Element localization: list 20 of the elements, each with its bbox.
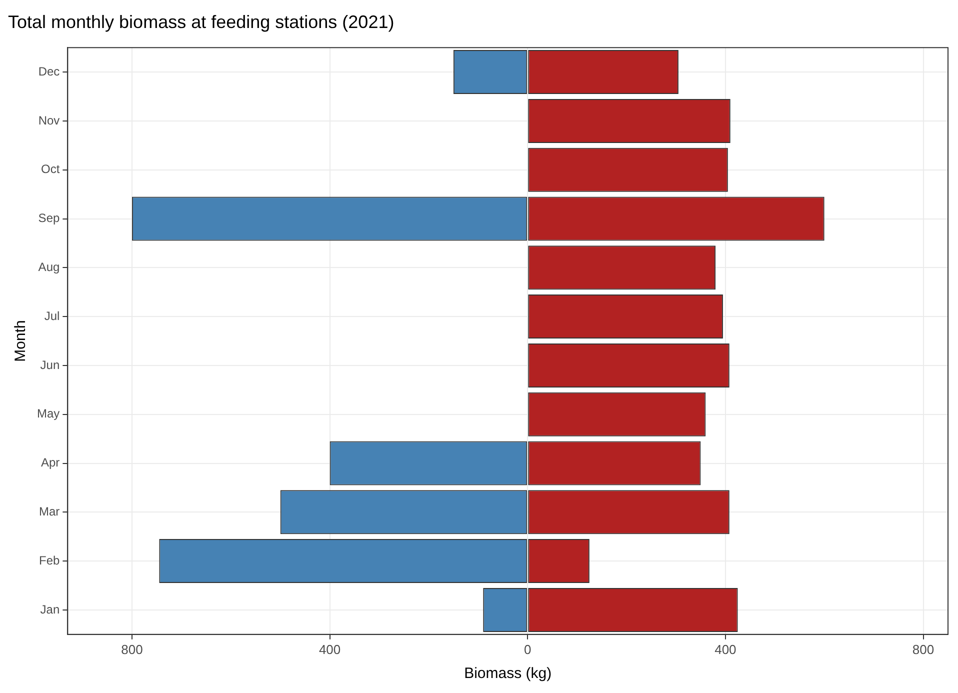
y-tick-label: Nov: [38, 113, 60, 128]
y-tick-label: May: [37, 406, 60, 421]
x-tick-label: 0: [524, 642, 532, 657]
y-tick-label: Apr: [40, 456, 60, 470]
y-tick-label: Jun: [40, 358, 60, 372]
x-tick-label: 400: [318, 642, 341, 657]
y-tick-label: Feb: [38, 553, 60, 568]
y-axis-title: Month: [12, 320, 30, 362]
chart-title: Total monthly biomass at feeding stations (2021): [8, 12, 394, 32]
x-axis-title: Biomass (kg): [464, 665, 552, 682]
x-tick-label: 800: [121, 642, 143, 657]
y-tick-label: Mar: [39, 504, 60, 518]
y-tick-label: Oct: [41, 162, 60, 176]
y-tick-label: Sep: [38, 211, 60, 226]
y-tick-label: Jul: [44, 308, 60, 323]
x-tick-label: 400: [714, 642, 736, 657]
y-tick-label: Jan: [40, 602, 60, 616]
y-tick-label: Aug: [38, 260, 60, 274]
y-tick-label: Dec: [38, 64, 60, 78]
x-tick-label: 800: [912, 642, 934, 657]
